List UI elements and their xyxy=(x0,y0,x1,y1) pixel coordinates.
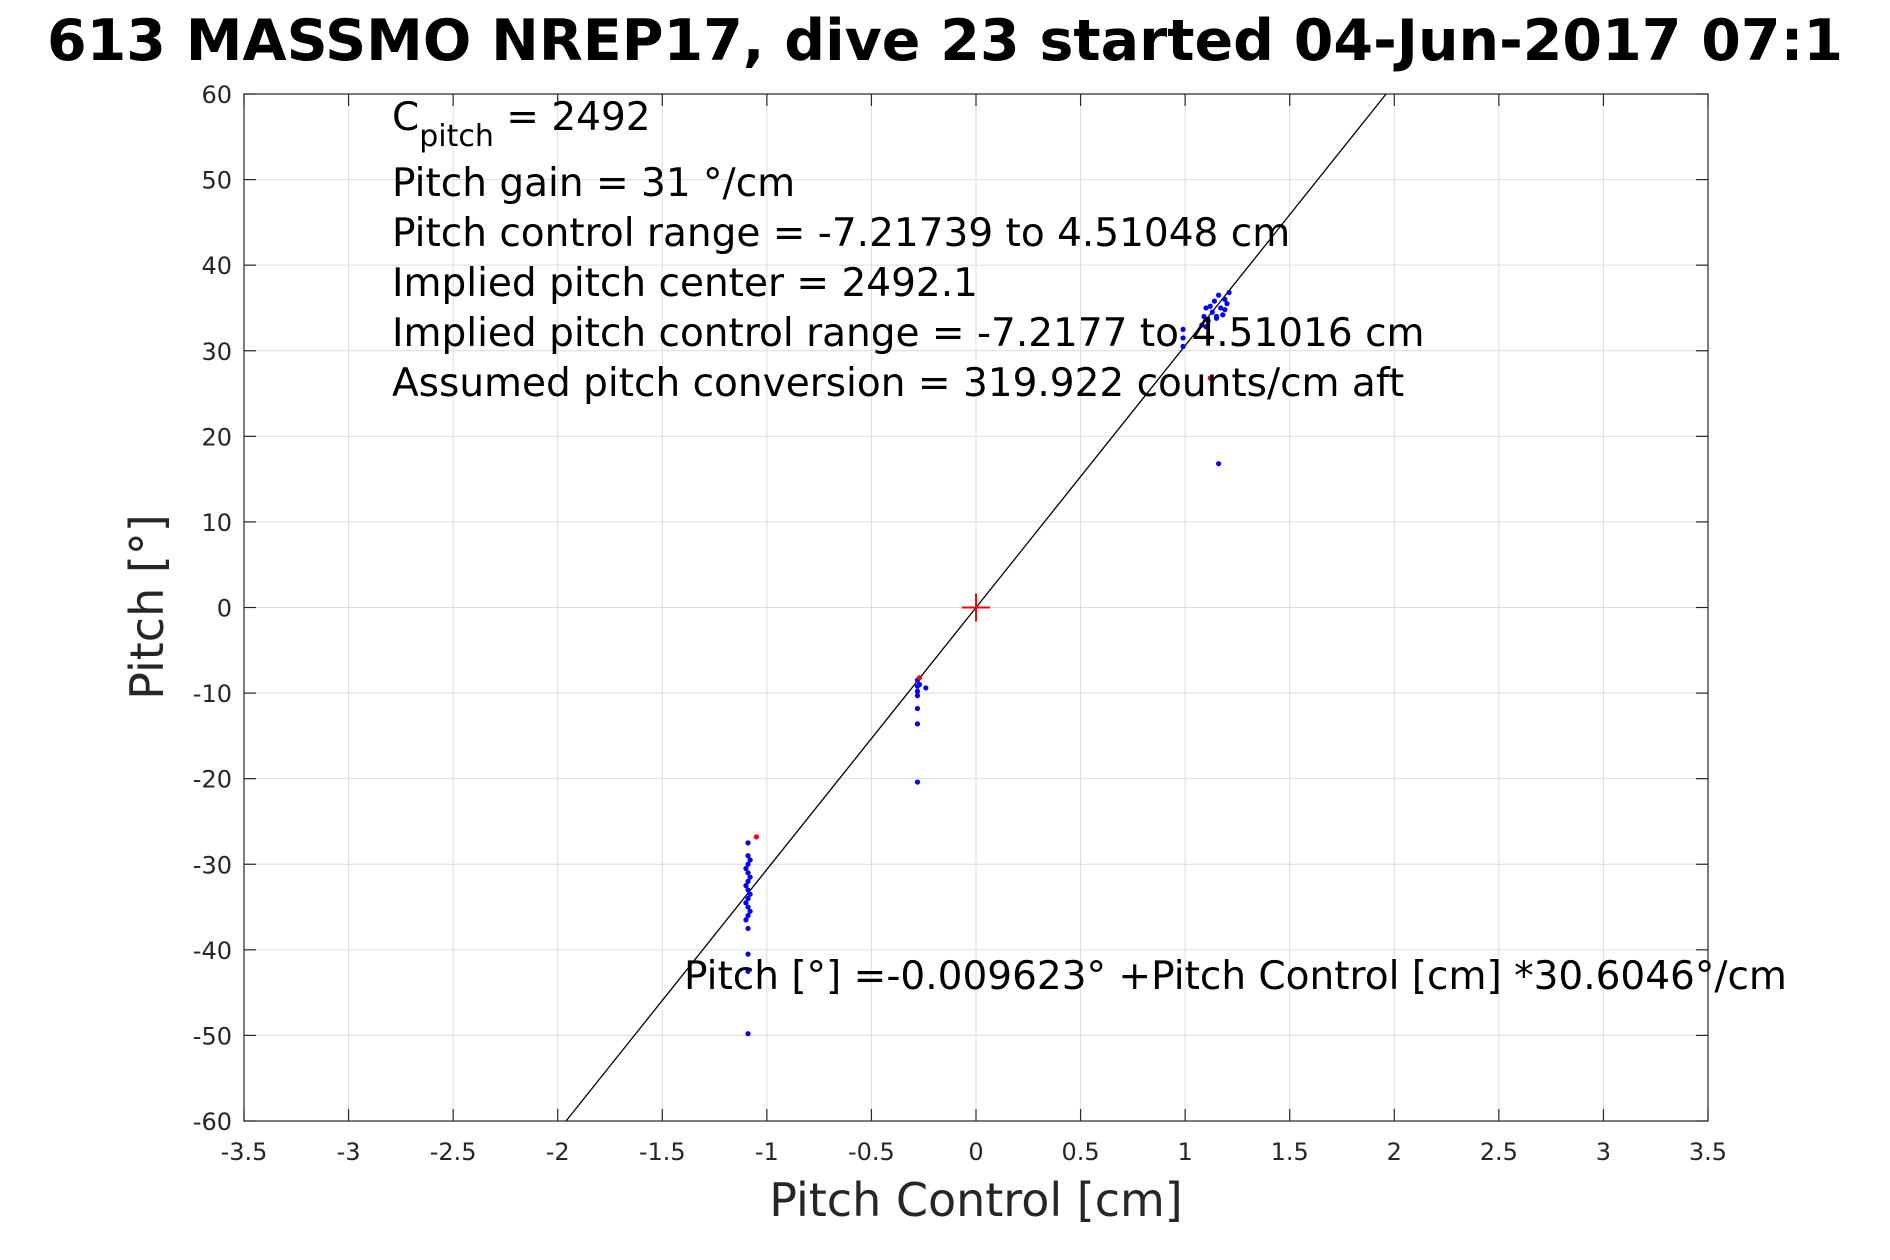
x-tick-label: 1 xyxy=(1178,1138,1193,1166)
chart-title: 613 MASSMO NREP17, dive 23 started 04-Ju… xyxy=(47,8,1843,74)
grid xyxy=(244,94,1708,1121)
c-pitch-sub: pitch xyxy=(419,119,494,154)
y-tick-label: -40 xyxy=(193,937,232,965)
data-point xyxy=(743,865,749,872)
data-point xyxy=(747,857,753,863)
data-point xyxy=(743,917,749,923)
y-tick-label: 0 xyxy=(217,595,232,623)
data-point xyxy=(914,779,921,785)
data-point xyxy=(1180,326,1186,332)
y-tick-label: 40 xyxy=(201,252,232,280)
y-tick-label: 20 xyxy=(201,423,232,451)
data-point xyxy=(1203,305,1209,311)
x-tick-label: -1.5 xyxy=(639,1138,686,1166)
data-point xyxy=(1180,335,1186,341)
x-tick-label: 3.5 xyxy=(1689,1138,1727,1166)
data-point xyxy=(745,904,751,910)
data-point xyxy=(743,883,749,889)
y-tick-label: 60 xyxy=(201,81,232,109)
annotation-pitch-gain: Pitch gain = 31 °/cm xyxy=(392,161,795,206)
y-tick-label: -10 xyxy=(193,680,232,708)
data-point xyxy=(745,925,751,932)
annotation-c-pitch: Cpitch = 2492 xyxy=(392,95,651,154)
x-tick-label: 1.5 xyxy=(1271,1138,1309,1166)
c-pitch-rest: = 2492 xyxy=(494,95,651,140)
data-point xyxy=(745,853,751,859)
data-point xyxy=(743,900,749,906)
data-point xyxy=(745,861,751,867)
data-point xyxy=(745,1031,751,1037)
x-tick-label: -0.5 xyxy=(848,1138,895,1166)
data-point xyxy=(1207,303,1213,309)
data-point xyxy=(916,675,923,681)
data-point xyxy=(914,688,921,694)
data-point xyxy=(747,874,753,880)
y-tick-label: -30 xyxy=(193,851,232,879)
data-point xyxy=(1203,324,1209,330)
data-point xyxy=(914,693,921,699)
x-tick-label: -2.5 xyxy=(430,1138,477,1166)
data-point xyxy=(1209,309,1215,315)
data-point xyxy=(745,913,751,919)
data-point xyxy=(747,908,753,914)
data-point xyxy=(1216,461,1222,467)
data-point xyxy=(916,681,923,688)
data-point xyxy=(1222,307,1228,313)
data-point xyxy=(1218,305,1224,311)
data-point xyxy=(745,840,751,846)
data-point xyxy=(1224,301,1230,307)
center-marker xyxy=(962,593,990,622)
data-point xyxy=(1213,315,1220,321)
x-tick-label: 0.5 xyxy=(1061,1138,1099,1166)
data-point xyxy=(1216,292,1222,298)
y-axis-label: Pitch [°] xyxy=(120,514,174,700)
y-tick-label: 10 xyxy=(201,509,232,537)
data-point xyxy=(745,895,751,902)
x-tick-label: 0 xyxy=(968,1138,983,1166)
data-point xyxy=(747,891,753,897)
x-tick-label: -3 xyxy=(337,1138,361,1166)
c-pitch-main: C xyxy=(392,95,419,140)
y-tick-label: 50 xyxy=(201,167,232,195)
data-point xyxy=(1201,313,1207,320)
annotation-control-range: Pitch control range = -7.21739 to 4.5104… xyxy=(392,211,1290,256)
data-point xyxy=(914,721,921,727)
data-point xyxy=(1207,375,1213,381)
y-tick-label: 30 xyxy=(201,338,232,366)
data-point xyxy=(923,685,929,691)
data-point xyxy=(745,887,751,893)
data-point xyxy=(745,968,751,974)
x-tick-label: 2.5 xyxy=(1480,1138,1518,1166)
annotation-conversion: Assumed pitch conversion = 319.922 count… xyxy=(392,361,1404,406)
x-axis-label: Pitch Control [cm] xyxy=(769,1173,1183,1227)
annotation-implied-center: Implied pitch center = 2492.1 xyxy=(392,261,978,306)
data-point xyxy=(745,870,751,876)
data-point xyxy=(1180,343,1186,350)
data-point xyxy=(1211,298,1218,304)
data-point xyxy=(745,951,751,957)
y-tick-label: -20 xyxy=(193,766,232,794)
data-point xyxy=(1222,296,1228,302)
data-point xyxy=(753,834,760,840)
x-tick-label: 3 xyxy=(1596,1138,1611,1166)
data-point xyxy=(1199,322,1205,328)
y-tick-label: -50 xyxy=(193,1022,232,1050)
axis-ticks: -3.5 -3 -2.5 -2 -1.5 -1 -0.5 0 0.5 1 1.5 2 2.5 3 3.5 -6… xyxy=(193,81,1727,1166)
data-point xyxy=(1205,318,1211,324)
x-tick-label: -2 xyxy=(546,1138,570,1166)
data-point xyxy=(1220,312,1226,318)
annotation-fit-equation: Pitch [°] =-0.009623° +Pitch Control [cm… xyxy=(684,954,1787,999)
data-point xyxy=(1226,289,1232,296)
data-point xyxy=(914,705,921,712)
y-tick-label: -60 xyxy=(193,1108,232,1136)
data-points xyxy=(743,289,1232,1037)
x-tick-label: -1 xyxy=(755,1138,779,1166)
data-point xyxy=(745,878,751,884)
x-tick-label: 2 xyxy=(1387,1138,1402,1166)
annotation-implied-range: Implied pitch control range = -7.2177 to… xyxy=(392,311,1425,356)
x-tick-label: -3.5 xyxy=(221,1138,268,1166)
